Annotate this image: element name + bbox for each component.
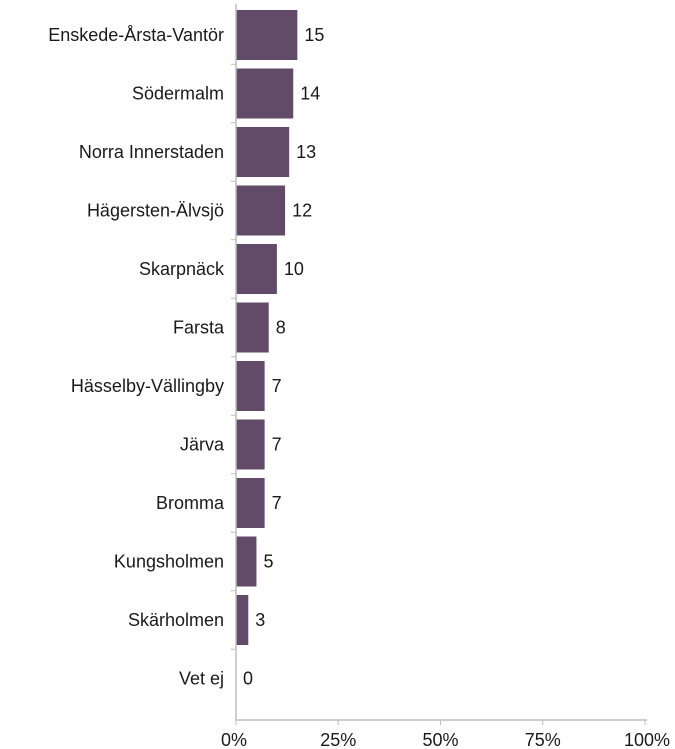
x-tick-label: 25%: [320, 730, 356, 749]
value-label: 15: [304, 25, 324, 45]
category-label: Bromma: [156, 493, 225, 513]
bar-10: [236, 595, 249, 645]
value-label: 13: [296, 142, 316, 162]
category-label: Järva: [180, 435, 225, 455]
bar-4: [236, 244, 277, 294]
value-label: 12: [292, 201, 312, 221]
value-label: 7: [272, 435, 282, 455]
category-label: Vet ej: [179, 669, 224, 689]
category-label: Norra Innerstaden: [79, 142, 224, 162]
category-label: Hägersten-Älvsjö: [87, 201, 224, 221]
bar-7: [236, 419, 265, 470]
bar-3: [236, 185, 286, 236]
value-label: 3: [255, 610, 265, 630]
x-tick-label: 50%: [422, 730, 458, 749]
x-tick-label: 75%: [525, 730, 561, 749]
bar-6: [236, 361, 265, 411]
x-tick-label: 0%: [221, 730, 247, 749]
category-label: Enskede-Årsta-Vantör: [48, 25, 224, 45]
value-label: 5: [263, 552, 273, 572]
category-label: Hässelby-Vällingby: [71, 376, 224, 396]
category-label: Kungsholmen: [114, 552, 224, 572]
x-tick-label: 100%: [624, 730, 670, 749]
category-label: Skarpnäck: [139, 259, 225, 279]
value-label: 0: [243, 669, 253, 689]
category-label: Farsta: [173, 318, 225, 338]
bar-8: [236, 478, 265, 528]
bar-9: [236, 536, 257, 587]
labels: Enskede-Årsta-Vantör 15 Södermalm 14 Norra I…: [48, 25, 670, 749]
value-label: 7: [272, 493, 282, 513]
value-label: 10: [284, 259, 304, 279]
bar-5: [236, 302, 269, 353]
value-label: 8: [276, 318, 286, 338]
bars: [236, 10, 298, 645]
bar-1: [236, 68, 294, 119]
axes: [231, 4, 647, 725]
category-label: Skärholmen: [128, 610, 224, 630]
value-label: 14: [300, 84, 320, 104]
category-label: Södermalm: [132, 84, 224, 104]
bar-2: [236, 127, 290, 177]
value-label: 7: [272, 376, 282, 396]
bar-0: [236, 10, 298, 60]
